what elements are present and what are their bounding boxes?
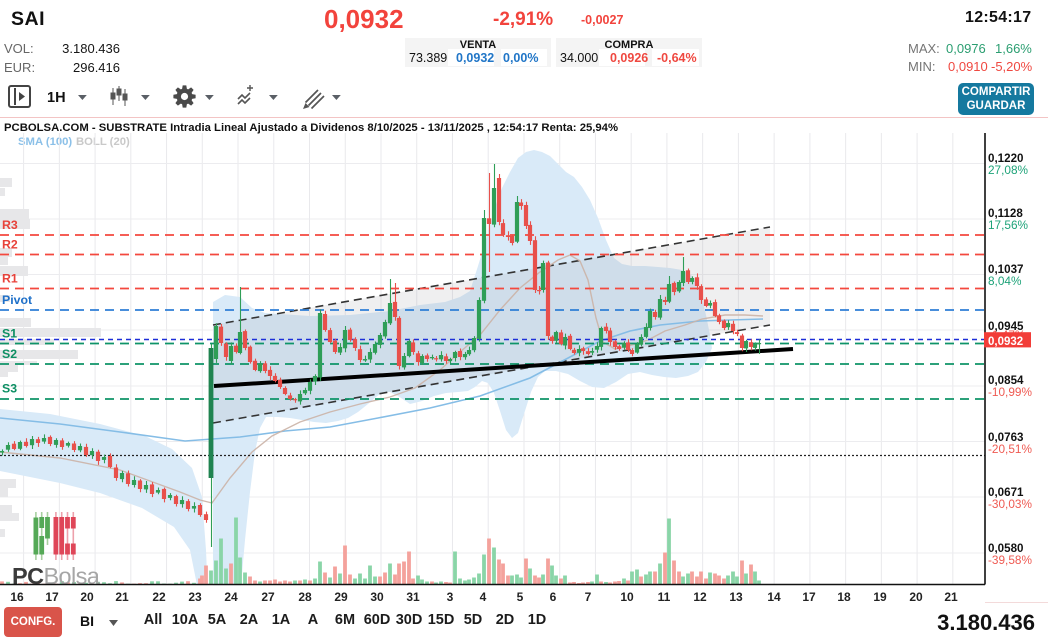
svg-text:29: 29 — [334, 590, 348, 604]
svg-text:3: 3 — [447, 590, 454, 604]
svg-text:13: 13 — [729, 590, 743, 604]
svg-text:27,08%: 27,08% — [988, 163, 1029, 177]
svg-text:1H: 1H — [47, 90, 66, 106]
svg-text:19: 19 — [873, 590, 887, 604]
svg-text:27: 27 — [261, 590, 275, 604]
svg-text:R2: R2 — [2, 238, 18, 252]
svg-text:0,0580: 0,0580 — [988, 542, 1023, 555]
svg-text:28: 28 — [298, 590, 312, 604]
svg-text:BOLL (20): BOLL (20) — [76, 136, 130, 148]
svg-text:R3: R3 — [2, 218, 18, 232]
svg-text:0,0671: 0,0671 — [988, 486, 1024, 499]
svg-text:-10,99%: -10,99% — [988, 385, 1032, 399]
svg-text:0,1037: 0,1037 — [988, 263, 1023, 276]
svg-text:S1: S1 — [2, 327, 17, 341]
svg-text:7: 7 — [585, 590, 592, 604]
svg-text:-39,58%: -39,58% — [988, 553, 1032, 567]
svg-text:30: 30 — [370, 590, 384, 604]
svg-text:0,1220: 0,1220 — [988, 152, 1023, 165]
svg-text:24: 24 — [224, 590, 238, 604]
svg-text:21: 21 — [115, 590, 129, 604]
svg-text:0,1128: 0,1128 — [988, 207, 1023, 220]
svg-text:-20,51%: -20,51% — [988, 442, 1032, 456]
svg-text:0,0932: 0,0932 — [988, 336, 1023, 348]
svg-text:22: 22 — [152, 590, 166, 604]
svg-text:0,0854: 0,0854 — [988, 374, 1024, 387]
svg-text:31: 31 — [406, 590, 420, 604]
svg-text:S3: S3 — [2, 382, 17, 396]
svg-text:12: 12 — [693, 590, 707, 604]
svg-text:8,04%: 8,04% — [988, 274, 1022, 288]
svg-text:17,56%: 17,56% — [988, 218, 1029, 232]
svg-text:SMA (100): SMA (100) — [18, 136, 72, 148]
svg-text:17: 17 — [802, 590, 816, 604]
svg-text:0,0945: 0,0945 — [988, 320, 1024, 333]
svg-text:14: 14 — [767, 590, 781, 604]
svg-text:Pivot: Pivot — [2, 293, 32, 307]
svg-text:20: 20 — [80, 590, 94, 604]
svg-text:11: 11 — [658, 590, 671, 604]
svg-text:20: 20 — [909, 590, 923, 604]
svg-text:0,0763: 0,0763 — [988, 431, 1024, 444]
svg-text:17: 17 — [45, 590, 59, 604]
svg-text:S2: S2 — [2, 347, 17, 361]
svg-text:5: 5 — [517, 590, 524, 604]
svg-text:10: 10 — [620, 590, 634, 604]
svg-text:6: 6 — [550, 590, 557, 604]
svg-text:-30,03%: -30,03% — [988, 497, 1032, 511]
svg-text:21: 21 — [944, 590, 958, 604]
svg-text:23: 23 — [188, 590, 202, 604]
svg-text:4: 4 — [480, 590, 487, 604]
svg-text:16: 16 — [10, 590, 24, 604]
svg-text:R1: R1 — [2, 272, 18, 286]
svg-text:PCBOLSA.COM - SUBSTRATE Intrad: PCBOLSA.COM - SUBSTRATE Intradia Lineal … — [4, 122, 618, 134]
svg-text:18: 18 — [837, 590, 851, 604]
